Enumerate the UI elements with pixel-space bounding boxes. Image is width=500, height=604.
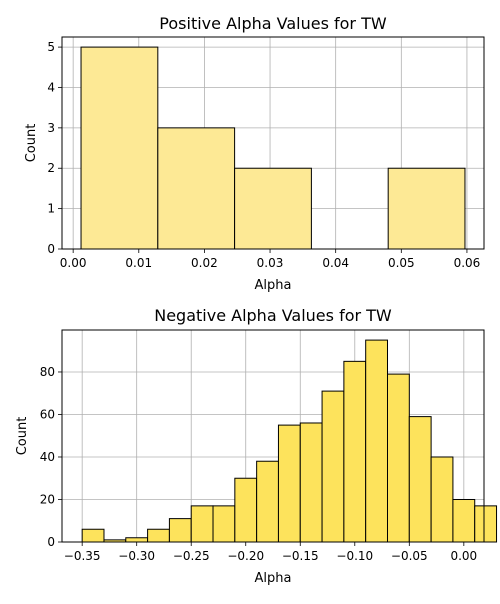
histogram-bar [321, 390, 345, 543]
x-ticks: 0.00 0.01 0.02 0.03 0.04 0.05 0.06 [60, 249, 480, 270]
x-tick-label: 0.02 [191, 256, 218, 270]
x-tick-label: 0.06 [454, 256, 481, 270]
y-tick-label: 3 [47, 121, 55, 135]
x-tick-label: −0.30 [118, 549, 155, 563]
histogram-bar [408, 416, 432, 543]
x-tick-label: 0.04 [322, 256, 349, 270]
x-tick-label: 0.00 [60, 256, 87, 270]
chart-title: Positive Alpha Values for TW [159, 14, 387, 33]
y-tick-label: 5 [47, 40, 55, 54]
x-tick-label: 0.01 [125, 256, 152, 270]
histogram-bar [256, 460, 279, 543]
x-tick-label: −0.10 [336, 549, 373, 563]
chart-title: Negative Alpha Values for TW [154, 306, 392, 325]
y-tick-label: 60 [40, 407, 55, 421]
y-tick-label: 80 [40, 365, 55, 379]
histogram-bar [452, 498, 476, 543]
histogram-bar [234, 167, 312, 250]
x-axis-label: Alpha [255, 571, 292, 586]
x-tick-label: −0.20 [227, 549, 264, 563]
histogram-bar [387, 167, 466, 250]
y-tick-label: 2 [47, 161, 55, 175]
histogram-bar [234, 477, 258, 543]
histogram-bar [157, 127, 236, 250]
y-axis-label: Count [24, 124, 39, 163]
histogram-bar [474, 505, 498, 543]
x-tick-label: −0.25 [173, 549, 210, 563]
y-tick-label: 40 [40, 450, 55, 464]
plot-frame [61, 36, 485, 250]
histogram-bar [147, 528, 170, 543]
x-tick-label: −0.35 [64, 549, 101, 563]
x-tick-label: 0.00 [450, 549, 477, 563]
x-tick-label: 0.03 [257, 256, 284, 270]
histogram-bar [80, 46, 159, 250]
histogram-bar [212, 505, 236, 543]
x-tick-label: −0.05 [391, 549, 428, 563]
y-tick-label: 0 [47, 242, 55, 256]
histogram-bar [299, 422, 323, 543]
histogram-bar [81, 528, 105, 543]
y-tick-label: 4 [47, 80, 55, 94]
histogram-bar [343, 360, 367, 543]
x-ticks: −0.35 −0.30 −0.25 −0.20 −0.15 −0.10 −0.05 0.00 [64, 542, 477, 563]
y-tick-label: 0 [47, 535, 55, 549]
histogram-bar [125, 537, 149, 543]
y-axis-label: Count [15, 417, 30, 456]
histogram-bar [190, 505, 214, 543]
y-ticks: 0 20 40 60 80 [40, 365, 62, 549]
histogram-bar [430, 456, 454, 543]
positive-alpha-histogram: Positive Alpha Values for TW 0.00 0.01 0.0… [24, 14, 485, 293]
histogram-bar [365, 339, 388, 543]
y-ticks: 0 1 2 3 4 5 [47, 40, 62, 256]
y-tick-label: 1 [47, 202, 55, 216]
bars [80, 46, 466, 250]
y-tick-label: 20 [40, 492, 55, 506]
plot-frame [61, 329, 485, 543]
x-axis-label: Alpha [255, 278, 292, 293]
negative-alpha-histogram: Negative Alpha Values for TW −0.35 −0.30−… [15, 306, 498, 586]
x-tick-label: 0.05 [388, 256, 415, 270]
histogram-bar [277, 424, 301, 543]
bars [81, 339, 498, 543]
x-tick-label: −0.15 [282, 549, 319, 563]
histogram-bar [386, 373, 410, 543]
histogram-bar [168, 518, 192, 543]
